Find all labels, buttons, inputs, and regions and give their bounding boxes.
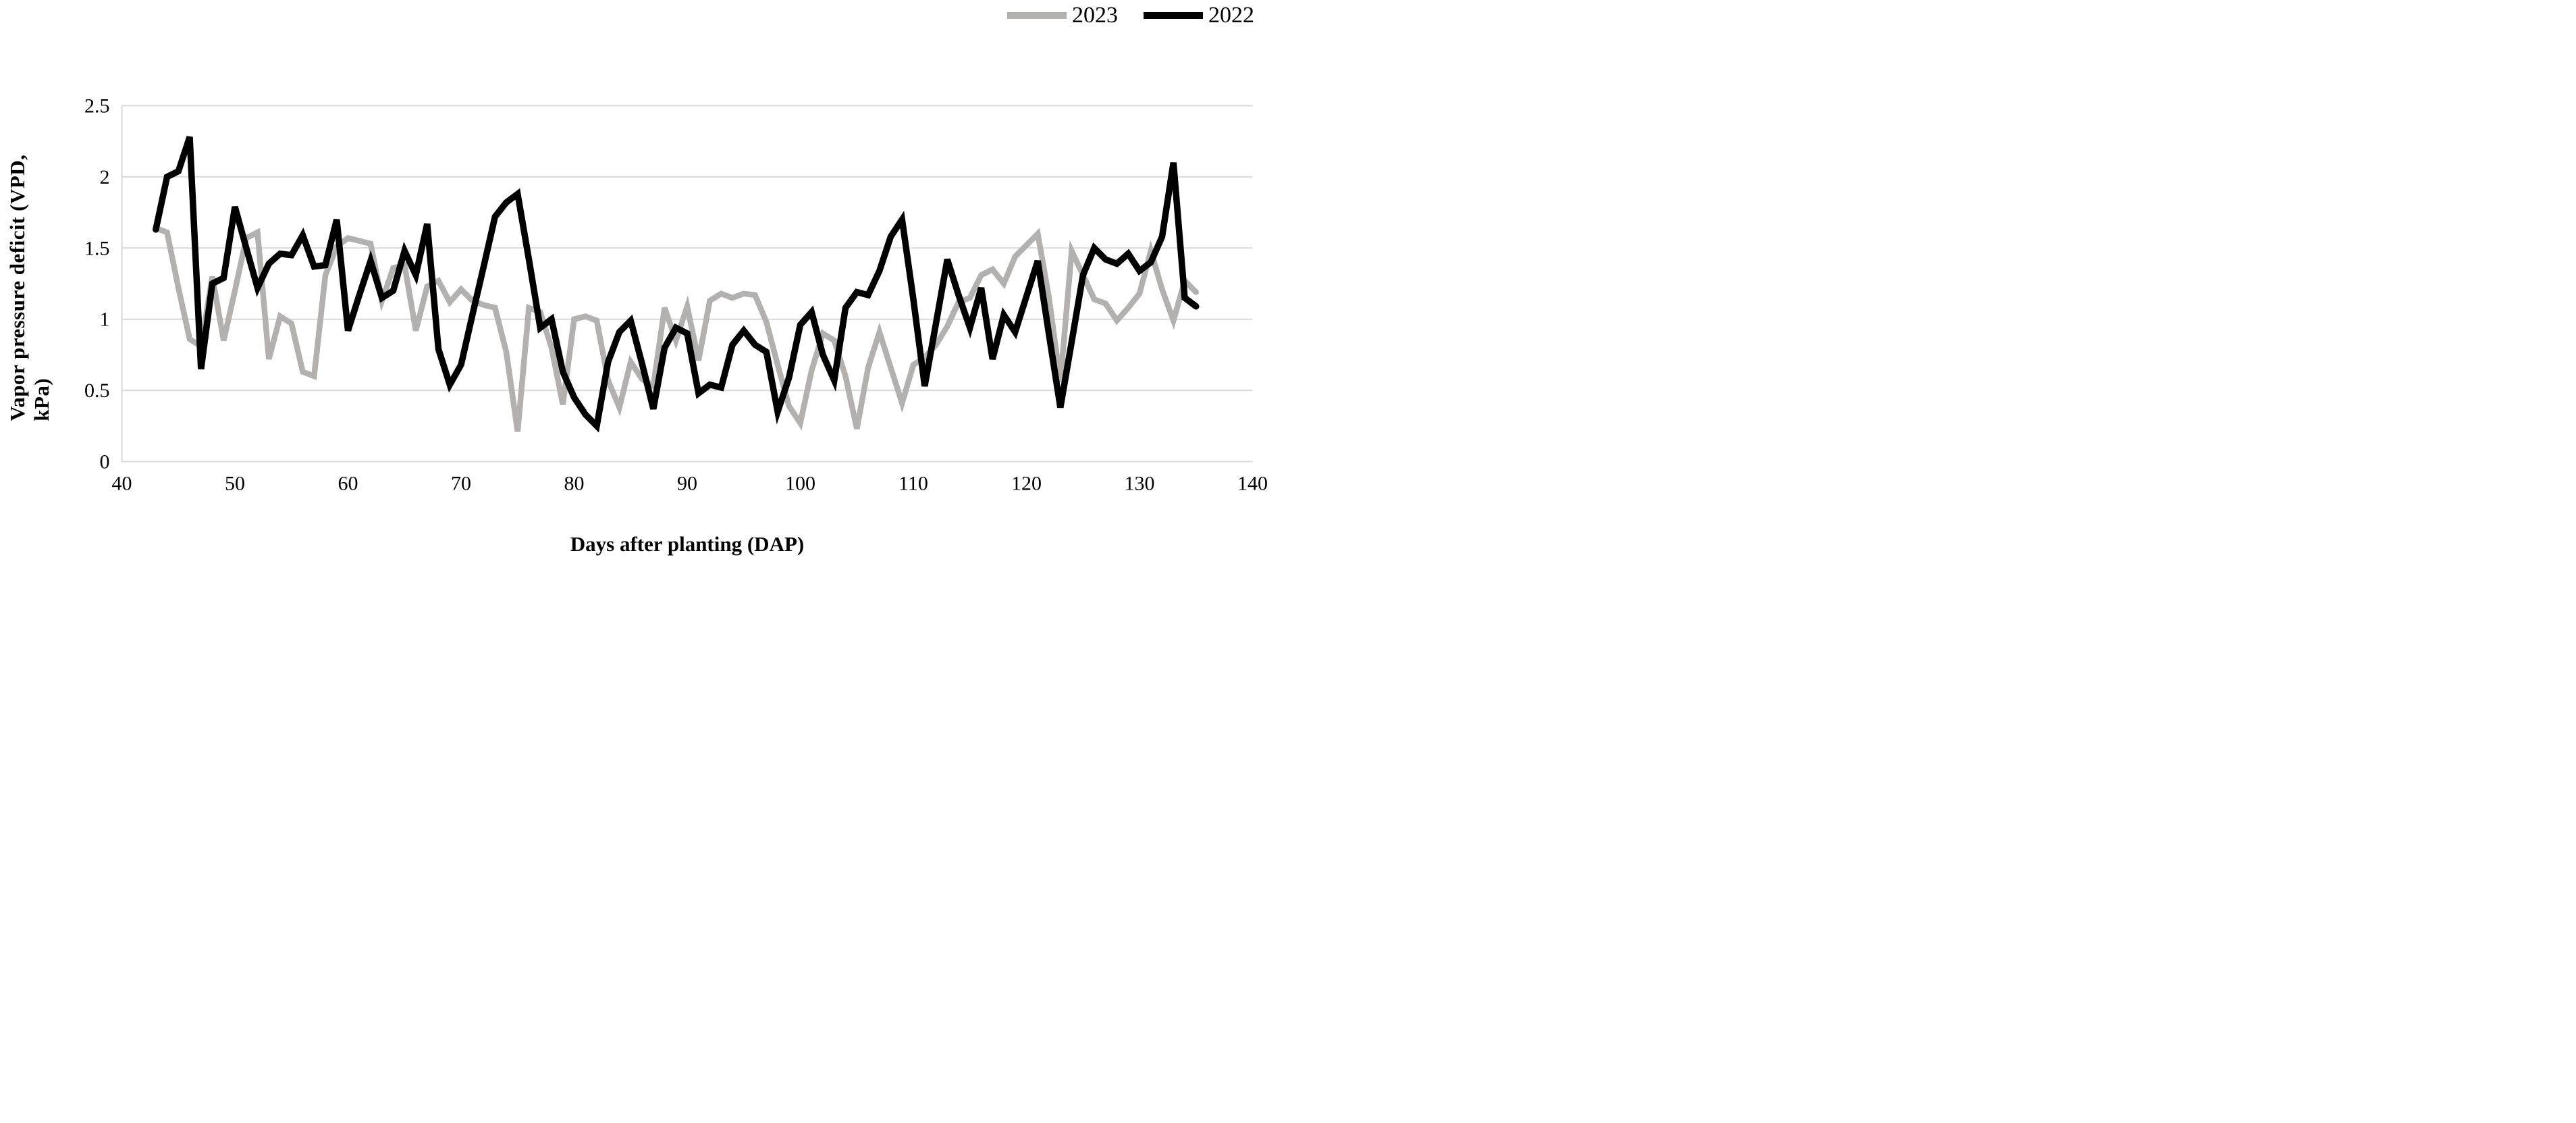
series-line-2022 xyxy=(153,136,1200,433)
legend-swatch-2023-line xyxy=(1007,12,1067,19)
y-tick-2.5: 2.5 xyxy=(84,95,110,117)
x-tick-40: 40 xyxy=(112,473,132,495)
y-tick-1.5: 1.5 xyxy=(84,237,110,259)
x-tick-100: 100 xyxy=(785,473,815,495)
legend-item-2023: 2023 xyxy=(1007,4,1118,27)
x-tick-70: 70 xyxy=(451,473,471,495)
legend: 2023 2022 xyxy=(1007,4,1254,27)
x-tick-120: 120 xyxy=(1011,473,1042,495)
x-tick-90: 90 xyxy=(677,473,697,495)
series-line-2023 xyxy=(153,225,1200,432)
y-tick-2: 2 xyxy=(100,166,110,188)
x-tick-50: 50 xyxy=(225,473,245,495)
x-tick-110: 110 xyxy=(898,473,928,495)
legend-label-2022: 2022 xyxy=(1208,3,1254,28)
y-tick-labels: 0 0.5 1 1.5 2 2.5 xyxy=(84,95,110,473)
vpd-line-chart: 0 0.5 1 1.5 2 2.5 40 50 60 70 80 90 100 110 120 130 140 … xyxy=(0,0,1288,561)
plot-area: 0 0.5 1 1.5 2 2.5 40 50 60 70 80 90 100 110 120 130 140 xyxy=(84,95,1268,495)
y-tick-0.5: 0.5 xyxy=(84,380,110,402)
y-tick-0: 0 xyxy=(100,451,110,473)
legend-label-2023: 2023 xyxy=(1072,3,1118,28)
legend-swatch-2022-line xyxy=(1144,12,1203,19)
y-axis-title: Vapor pressure deficit (VPD, kPa) xyxy=(5,154,53,421)
x-tick-60: 60 xyxy=(338,473,358,495)
x-tick-140: 140 xyxy=(1237,473,1268,495)
legend-item-2022: 2022 xyxy=(1144,4,1254,27)
x-tick-80: 80 xyxy=(564,473,585,495)
x-tick-labels: 40 50 60 70 80 90 100 110 120 130 140 xyxy=(112,473,1268,495)
x-tick-130: 130 xyxy=(1125,473,1155,495)
x-axis-title: Days after planting (DAP) xyxy=(570,532,805,556)
y-tick-1: 1 xyxy=(100,309,110,331)
